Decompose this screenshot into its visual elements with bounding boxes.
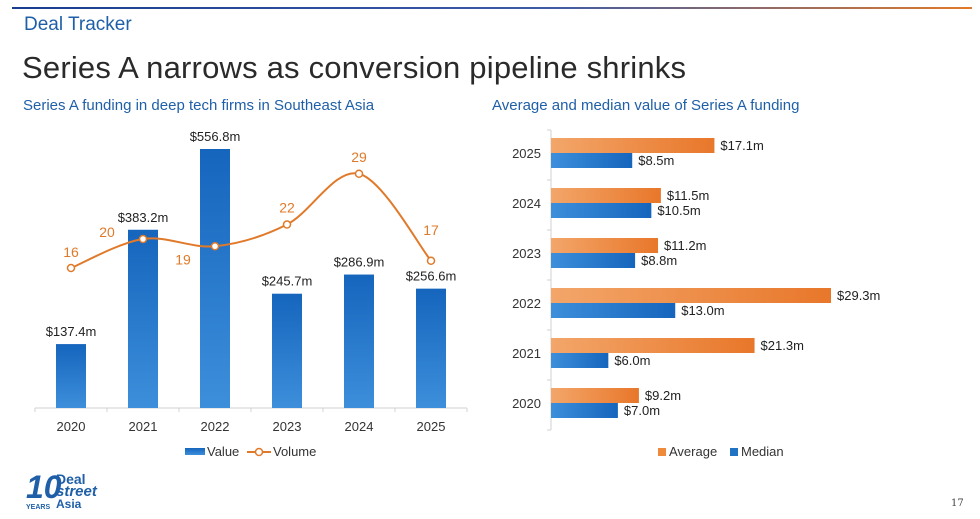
volume-point (210, 242, 220, 251)
legend-swatch-value (185, 448, 205, 455)
volume-label: 17 (423, 222, 439, 238)
value-bar-label: $137.4m (46, 324, 97, 339)
right-y-tick-label: 2025 (512, 146, 541, 161)
average-bar (551, 188, 661, 203)
value-bar (128, 229, 158, 408)
value-bar-label: $383.2m (118, 210, 169, 225)
logo-tag: YEARS (26, 504, 51, 511)
average-bar (551, 338, 755, 353)
legend-label-value: Value (207, 444, 239, 459)
dealstreetasia-logo: 10 Deal street Asia YEARS (26, 470, 126, 514)
median-bar (551, 203, 652, 218)
right-chart-title: Average and median value of Series A fun… (492, 97, 800, 114)
median-bar (551, 253, 636, 268)
legend-swatch-median (730, 448, 738, 456)
value-bar (56, 344, 86, 408)
right-chart: $17.1m $8.5m 2025 $11.5m$10.5m 2024 $11.2m$8.… (512, 129, 880, 459)
logo-word-3: Asia (56, 497, 82, 511)
volume-label: 29 (351, 149, 367, 165)
median-bar-label: $8.5m (638, 153, 674, 168)
legend-label-median: Median (741, 444, 784, 459)
left-x-tick-label: 2024 (345, 419, 374, 434)
left-chart-title: Series A funding in deep tech firms in S… (23, 97, 375, 114)
median-bar (551, 403, 618, 418)
page-number: 17 (951, 498, 964, 509)
median-bar (551, 353, 609, 368)
average-bar-label: $21.3m (761, 338, 804, 353)
header-rule (12, 7, 972, 9)
legend-marker-volume (254, 447, 264, 457)
value-bar-label: $556.8m (190, 129, 241, 144)
right-y-tick-label: 2022 (512, 296, 541, 311)
value-bar-label: $286.9m (334, 255, 385, 270)
legend-label-average: Average (669, 444, 717, 459)
right-y-tick-label: 2021 (512, 346, 541, 361)
average-bar (551, 138, 715, 153)
right-legend: Average Median (658, 444, 784, 459)
average-bar-label: $17.1m (720, 138, 763, 153)
median-bar (551, 303, 676, 318)
average-bar (551, 288, 831, 303)
logo-word-1: Deal (56, 471, 86, 487)
value-bar (344, 274, 374, 408)
right-y-tick-label: 2020 (512, 396, 541, 411)
volume-point (426, 256, 436, 265)
volume-point (354, 169, 364, 178)
median-bar-label: $7.0m (624, 403, 660, 418)
volume-label: 20 (99, 224, 115, 240)
average-bar (551, 238, 659, 253)
left-x-tick-label: 2023 (273, 419, 302, 434)
median-bar-label: $6.0m (614, 353, 650, 368)
volume-point (282, 220, 292, 229)
average-bar-label: $11.5m (667, 188, 709, 203)
median-bar-label: $10.5m (657, 203, 700, 218)
value-bar-label: $256.6m (406, 269, 457, 284)
volume-label: 16 (63, 244, 79, 260)
volume-point (138, 234, 148, 244)
volume-label: 19 (175, 251, 191, 267)
median-bar (551, 153, 633, 168)
average-bar-label: $11.2m (664, 238, 706, 253)
logo-number: 10 (26, 469, 62, 505)
median-bar-label: $13.0m (681, 303, 724, 318)
legend-swatch-average (658, 448, 666, 456)
volume-label: 22 (279, 200, 295, 216)
left-x-tick-label: 2025 (417, 419, 446, 434)
logo-word-2: street (56, 483, 97, 500)
left-chart: $137.4m2020$383.2m2021$556.8m2022$245.7m… (34, 129, 468, 459)
left-x-tick-label: 2021 (129, 419, 158, 434)
brand-title: Deal Tracker (24, 14, 132, 35)
value-bar (200, 149, 230, 408)
right-y-tick-label: 2024 (512, 196, 541, 211)
left-legend: Value Volume (185, 444, 316, 459)
value-bar (272, 293, 302, 408)
average-bar (551, 388, 639, 403)
legend-label-volume: Volume (273, 444, 316, 459)
value-bar (416, 288, 446, 408)
left-x-tick-label: 2020 (57, 419, 86, 434)
right-y-tick-label: 2023 (512, 246, 541, 261)
volume-point (66, 263, 76, 273)
average-bar-label: $29.3m (837, 288, 880, 303)
left-x-tick-label: 2022 (201, 419, 230, 434)
average-bar-label: $9.2m (645, 388, 681, 403)
value-bar-label: $245.7m (262, 274, 313, 289)
median-bar-label: $8.8m (641, 253, 677, 268)
page-headline: Series A narrows as conversion pipeline … (22, 50, 687, 85)
